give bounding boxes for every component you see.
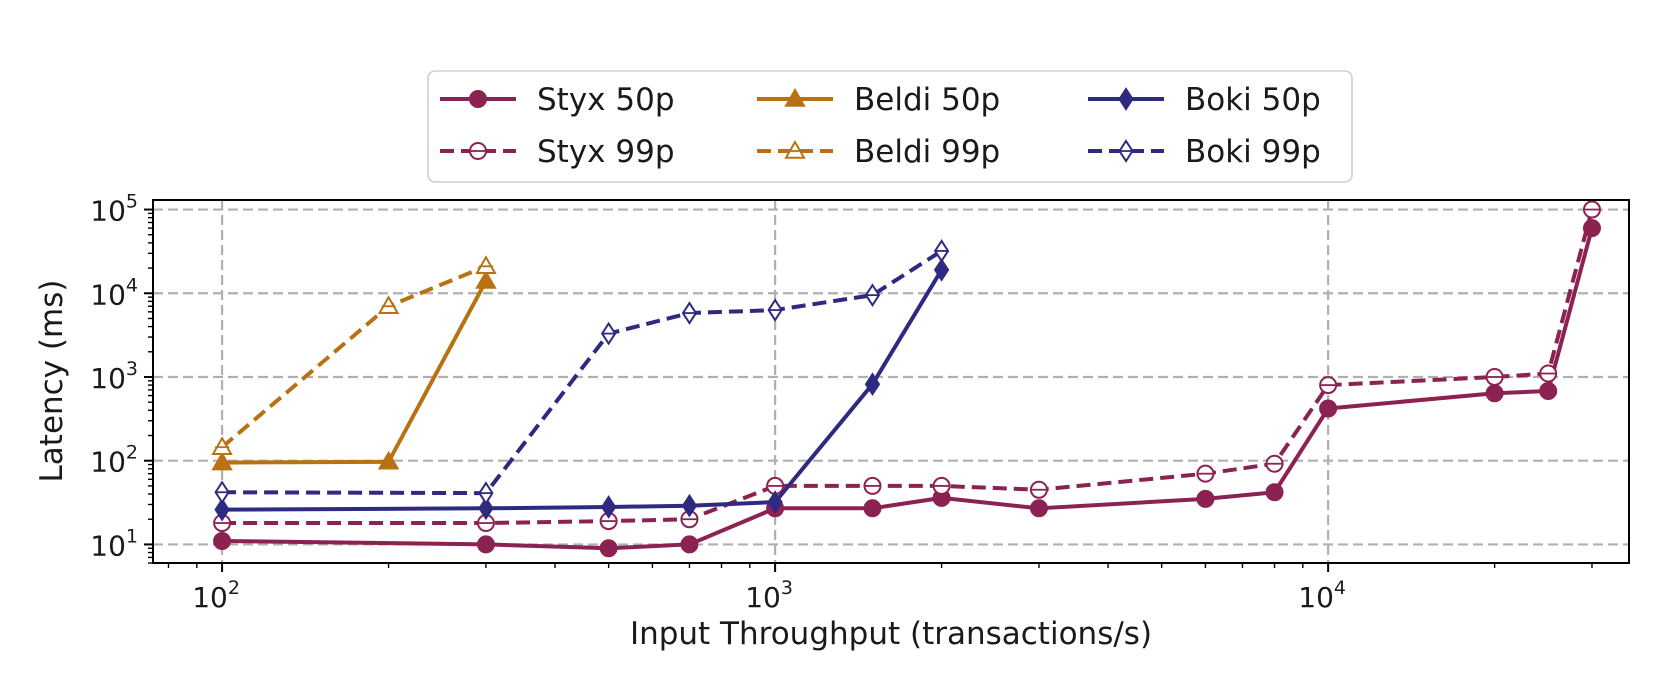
- data-point: [863, 499, 882, 518]
- legend-label: Beldi 99p: [854, 134, 1000, 170]
- data-point: [599, 539, 618, 558]
- y-axis-label: Latency (ms): [34, 280, 70, 483]
- data-point: [1029, 499, 1048, 518]
- data-point: [214, 497, 230, 522]
- series-beldi-50p: [211, 270, 497, 471]
- x-tick-label: 102: [192, 577, 240, 614]
- legend-label: Styx 99p: [537, 134, 675, 170]
- series-line: [222, 227, 1594, 551]
- x-axis: 102 103 104: [167, 563, 1593, 614]
- data-point: [1265, 483, 1284, 502]
- data-point: [680, 535, 699, 554]
- data-point: [476, 535, 495, 554]
- legend-entry: Boki 50p: [1088, 82, 1321, 118]
- series-boki-99p: [214, 239, 950, 505]
- legend-marker: [1118, 87, 1134, 111]
- data-point: [478, 496, 494, 521]
- series-line: [222, 268, 944, 512]
- data-point: [600, 495, 617, 519]
- series-boki-50p: [214, 258, 950, 522]
- y-tick-label: 104: [90, 274, 138, 311]
- data-point: [211, 451, 233, 471]
- series-styx-50p: [213, 219, 1601, 558]
- series-line: [222, 280, 488, 465]
- legend-marker: [784, 87, 806, 107]
- data-point: [377, 295, 400, 314]
- data-point: [933, 258, 950, 282]
- data-point: [767, 490, 783, 514]
- legend-label: Styx 50p: [537, 82, 675, 118]
- legend-entry: Styx 99p: [440, 134, 675, 170]
- data-point: [1539, 382, 1558, 401]
- series-line: [222, 209, 1594, 526]
- y-tick-label: 103: [90, 358, 138, 395]
- data-point: [213, 531, 232, 550]
- legend-entry: Boki 99p: [1088, 134, 1321, 170]
- legend: Styx 50p Styx 99p Beldi 50p Beldi 99p Boki 5…: [427, 70, 1353, 183]
- series-line: [222, 249, 943, 496]
- y-axis: 101 102 103 104 105: [90, 191, 153, 564]
- legend-entry: Styx 50p: [440, 82, 675, 118]
- series-styx-99p: [213, 200, 1601, 533]
- legend-label: Boki 50p: [1185, 82, 1321, 118]
- legend-label: Boki 99p: [1185, 134, 1321, 170]
- data-point: [1196, 489, 1215, 508]
- data-point: [1485, 384, 1504, 403]
- data-point: [1319, 399, 1338, 418]
- legend-entry: Beldi 99p: [757, 134, 1000, 170]
- legend-marker: [469, 90, 487, 108]
- y-tick-label: 102: [90, 442, 138, 479]
- y-tick-label: 101: [90, 525, 138, 562]
- data-point: [475, 270, 497, 289]
- x-axis-label: Input Throughput (transactions/s): [630, 616, 1152, 652]
- data-point: [864, 372, 881, 397]
- x-tick-label: 104: [1298, 577, 1346, 614]
- x-tick-label: 103: [745, 577, 793, 614]
- data-point: [475, 255, 497, 275]
- series-layer: [211, 200, 1601, 558]
- legend-label: Beldi 50p: [854, 82, 1000, 118]
- data-point: [211, 436, 233, 455]
- data-point: [377, 450, 400, 470]
- series-beldi-99p: [211, 255, 497, 455]
- legend-marker: [784, 139, 806, 159]
- data-point: [681, 493, 698, 518]
- y-tick-label: 105: [90, 191, 138, 228]
- legend-entry: Beldi 50p: [757, 82, 1000, 118]
